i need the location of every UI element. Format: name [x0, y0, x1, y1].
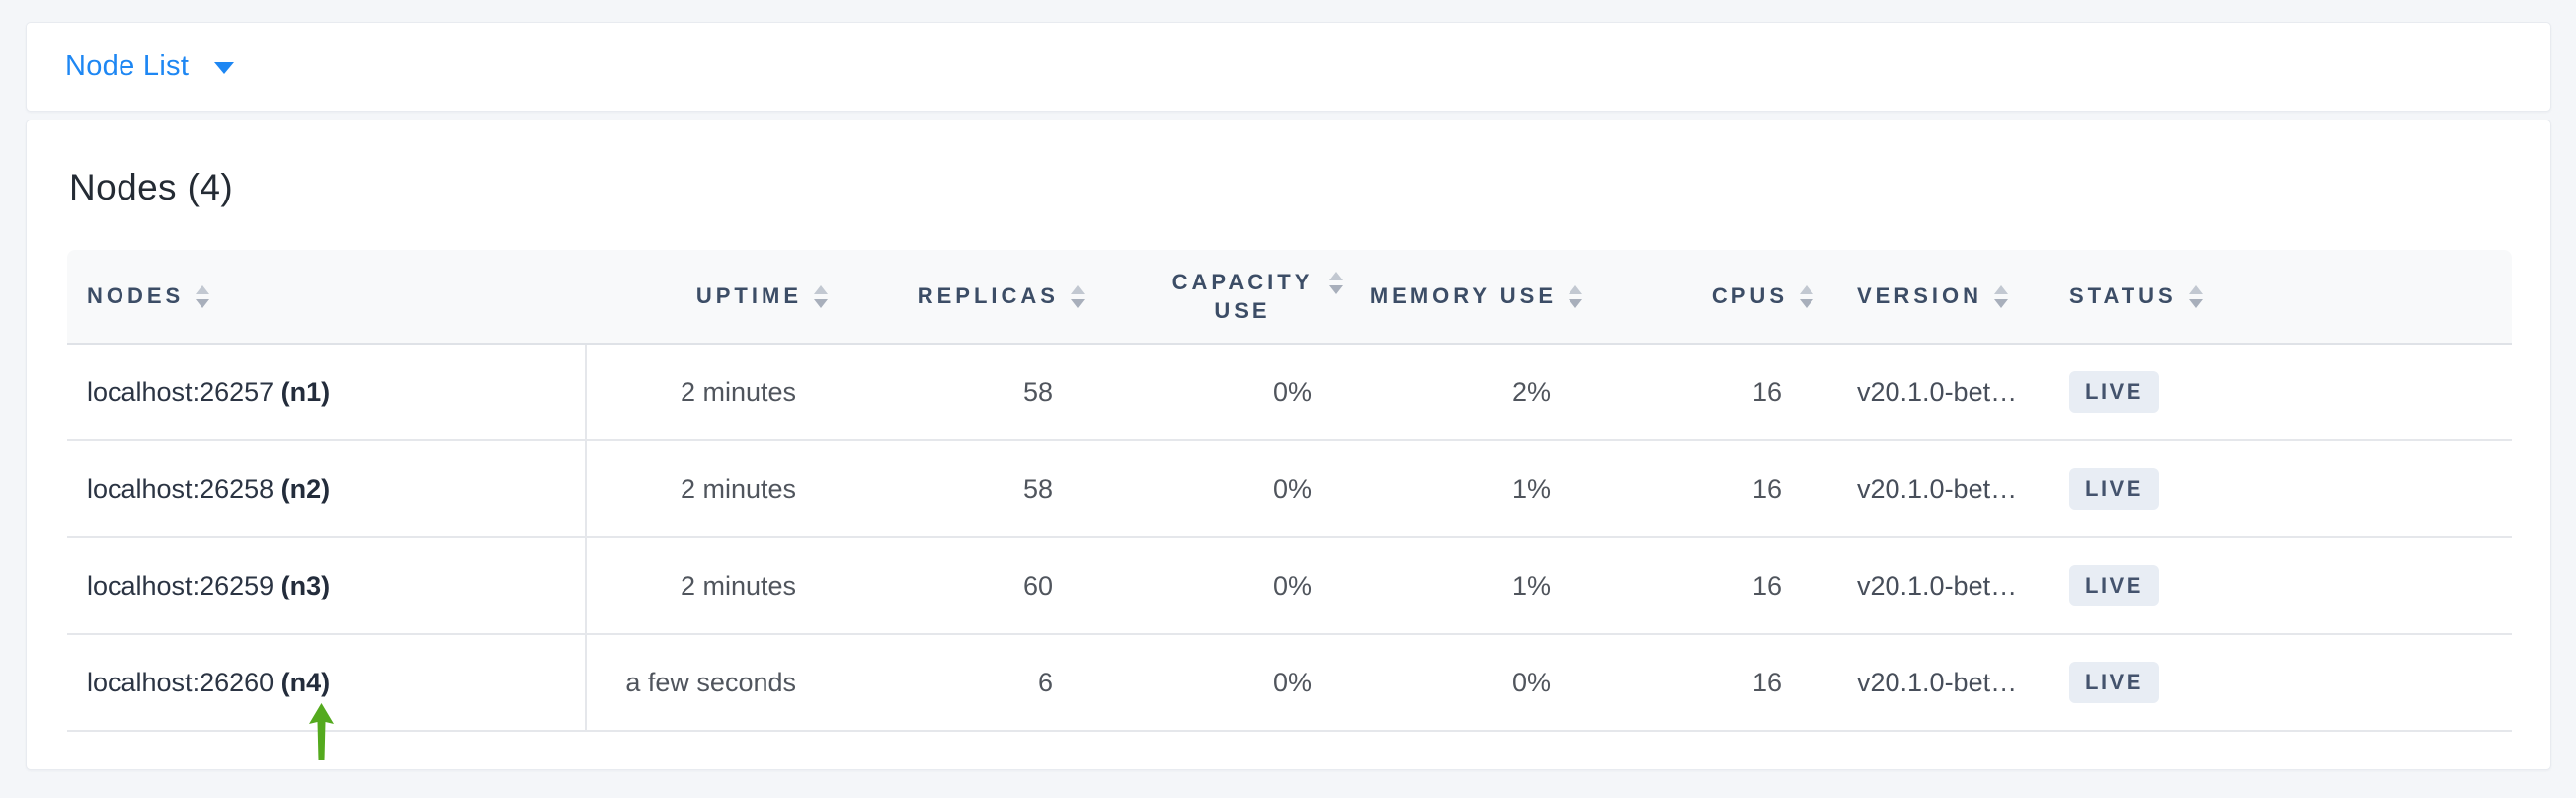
sort-icon: [814, 284, 828, 308]
node-id: (n2): [281, 473, 331, 504]
up-arrow-annotation-icon: [309, 703, 334, 760]
table-header-row: NODES UPTIME REPLICAS: [67, 250, 2512, 345]
status-badge: LIVE: [2069, 565, 2159, 606]
capacity-use-cell: 0%: [1087, 344, 1345, 441]
capacity-use-cell: 0%: [1087, 634, 1345, 732]
cpus-cell: 16: [1584, 344, 1815, 441]
status-badge: LIVE: [2069, 468, 2159, 510]
node-list-table: NODES UPTIME REPLICAS: [67, 250, 2512, 732]
view-selector-bar: Node List: [26, 22, 2551, 112]
column-header-version[interactable]: VERSION: [1815, 250, 2050, 345]
status-cell: LIVE: [2050, 440, 2512, 538]
column-label: NODES: [87, 283, 185, 308]
node-id: (n3): [281, 570, 331, 600]
sort-icon: [196, 284, 210, 308]
uptime-cell: 2 minutes: [586, 537, 830, 635]
column-label: MEMORY USE: [1369, 283, 1557, 308]
sort-icon: [2188, 284, 2203, 308]
status-cell: LIVE: [2050, 344, 2512, 441]
column-label: VERSION: [1857, 283, 1983, 308]
column-header-nodes[interactable]: NODES: [67, 250, 586, 345]
node-address: localhost:26258: [87, 473, 275, 504]
column-label: CAPACITY USE: [1171, 270, 1314, 323]
replicas-cell: 58: [830, 344, 1087, 441]
node-address: localhost:26257: [87, 376, 275, 407]
cpus-cell: 16: [1584, 634, 1815, 732]
node-address-cell[interactable]: localhost:26258 (n2): [67, 440, 587, 538]
replicas-cell: 6: [830, 634, 1087, 732]
column-header-replicas[interactable]: REPLICAS: [830, 250, 1087, 345]
column-label: CPUS: [1711, 283, 1788, 308]
node-id: (n4): [281, 667, 331, 697]
sort-icon: [1071, 284, 1085, 308]
memory-use-cell: 1%: [1345, 537, 1584, 635]
column-header-status[interactable]: STATUS: [2050, 250, 2512, 345]
node-address: localhost:26260: [87, 667, 275, 697]
table-row: localhost:26258 (n2) 2 minutes 58 0% 1% …: [67, 440, 2512, 538]
uptime-cell: a few seconds: [586, 634, 830, 732]
node-address-cell[interactable]: localhost:26259 (n3): [67, 537, 587, 635]
table-row: localhost:26259 (n3) 2 minutes 60 0% 1% …: [67, 537, 2512, 635]
capacity-use-cell: 0%: [1087, 537, 1345, 635]
column-header-cpus[interactable]: CPUS: [1584, 250, 1815, 345]
column-header-uptime[interactable]: UPTIME: [586, 250, 830, 345]
version-cell: v20.1.0-bet…: [1815, 537, 2050, 635]
nodes-card: Nodes (4) NODES UPTIME: [26, 120, 2551, 770]
table-row: localhost:26260 (n4) a few seconds 6 0% …: [67, 634, 2512, 732]
status-cell: LIVE: [2050, 634, 2512, 732]
sort-icon: [1994, 284, 2009, 308]
sort-icon: [1569, 284, 1582, 308]
replicas-cell: 58: [830, 440, 1087, 538]
version-cell: v20.1.0-bet…: [1815, 634, 2050, 732]
version-cell: v20.1.0-bet…: [1815, 440, 2050, 538]
column-header-memory-use[interactable]: MEMORY USE: [1345, 250, 1584, 345]
memory-use-cell: 2%: [1345, 344, 1584, 441]
cpus-cell: 16: [1584, 537, 1815, 635]
status-cell: LIVE: [2050, 537, 2512, 635]
view-selector-dropdown[interactable]: Node List: [65, 50, 235, 83]
uptime-cell: 2 minutes: [586, 440, 830, 538]
caret-down-icon: [214, 62, 235, 74]
capacity-use-cell: 0%: [1087, 440, 1345, 538]
version-cell: v20.1.0-bet…: [1815, 344, 2050, 441]
sort-icon: [1329, 272, 1343, 294]
page-title: Nodes (4): [69, 167, 234, 207]
table-row: localhost:26257 (n1) 2 minutes 58 0% 2% …: [67, 344, 2512, 441]
cpus-cell: 16: [1584, 440, 1815, 538]
page: Node List Nodes (4) NODES: [26, 22, 2551, 770]
node-address-cell[interactable]: localhost:26257 (n1): [67, 344, 587, 441]
node-address: localhost:26259: [87, 570, 275, 600]
status-badge: LIVE: [2069, 662, 2159, 703]
column-label: UPTIME: [695, 283, 802, 308]
column-label: STATUS: [2069, 283, 2177, 308]
sort-icon: [1800, 284, 1813, 308]
node-id: (n1): [281, 376, 331, 407]
column-label: REPLICAS: [917, 283, 1059, 308]
memory-use-cell: 0%: [1345, 634, 1584, 732]
view-selector-label: Node List: [65, 50, 190, 82]
uptime-cell: 2 minutes: [586, 344, 830, 441]
status-badge: LIVE: [2069, 371, 2159, 413]
replicas-cell: 60: [830, 537, 1087, 635]
column-header-capacity-use[interactable]: CAPACITY USE: [1087, 250, 1345, 345]
memory-use-cell: 1%: [1345, 440, 1584, 538]
